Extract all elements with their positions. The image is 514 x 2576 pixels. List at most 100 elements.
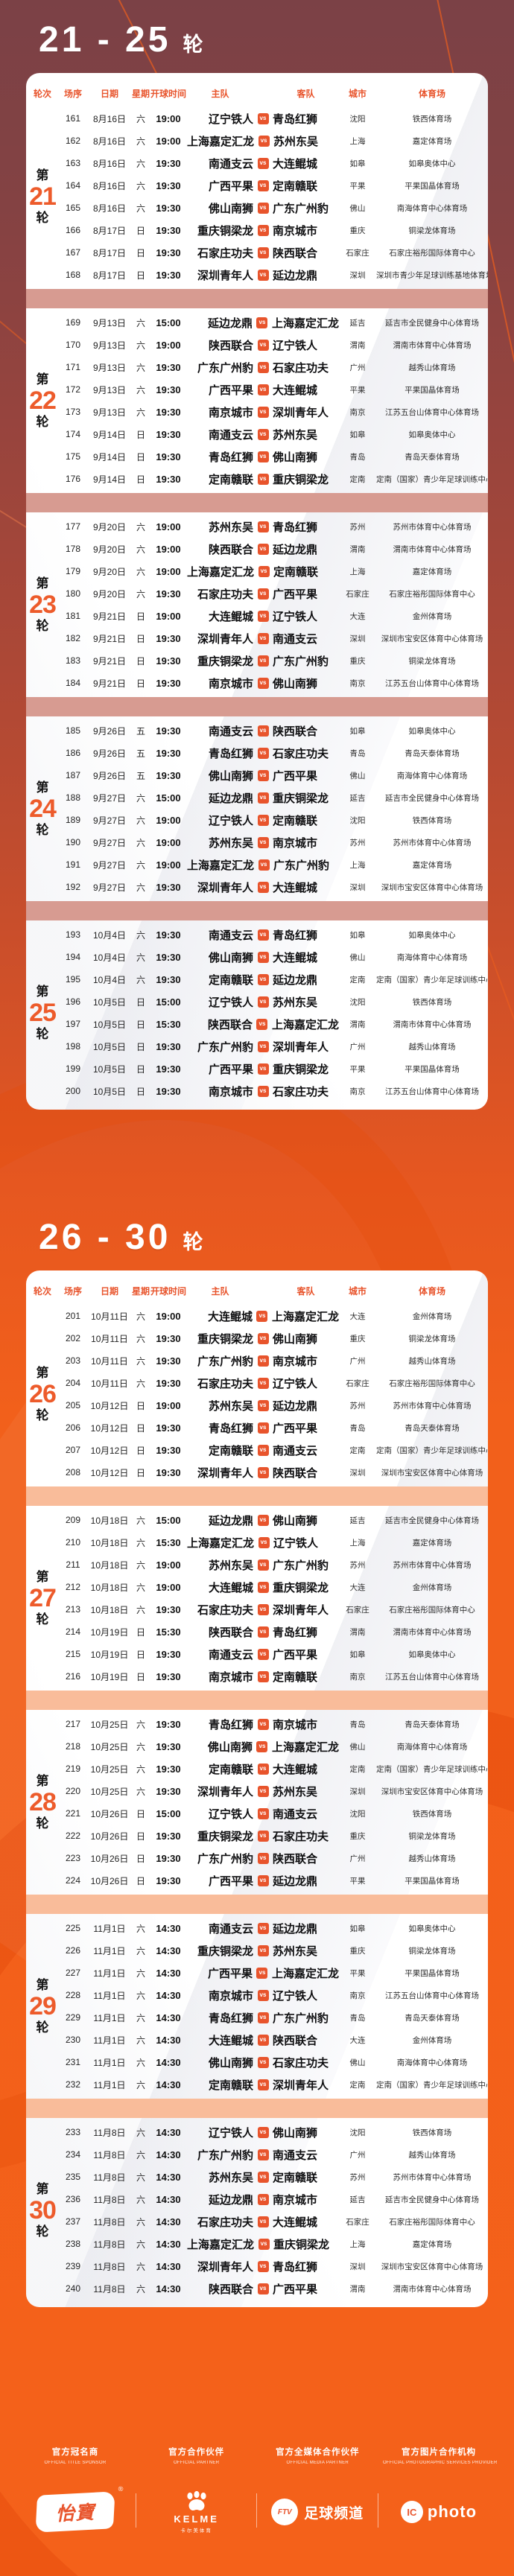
kickoff-time: 19:00 [156, 112, 181, 124]
away-team: 南通支云 [273, 2149, 318, 2162]
vs-cell: vs [253, 1626, 273, 1638]
city: 佛山 [349, 2058, 366, 2067]
match-row: 172 9月13日六 19:30 广西平果 vs 大连鲲城 平果 平果国晶体育场 [59, 378, 488, 401]
vs-cell: vs [253, 2193, 273, 2205]
home-team: 南通支云 [208, 428, 253, 442]
vs-badge: vs [257, 1040, 269, 1052]
kickoff-time: 19:00 [156, 543, 181, 555]
stadium: 南海体育中心体育场 [396, 1742, 468, 1752]
match-row: 165 8月16日六 19:30 佛山南狮 vs 广东广州豹 佛山 南海体育中心体育场 [59, 197, 488, 219]
vs-cell: vs [253, 973, 273, 985]
vs-badge: vs [257, 1377, 269, 1389]
stadium: 嘉定体育场 [412, 136, 452, 146]
match-weekday: 六 [136, 1741, 145, 1752]
away-team: 青岛红狮 [273, 2260, 318, 2274]
round-label: 第 30 轮 [26, 2121, 59, 2300]
city: 沈阳 [349, 1809, 366, 1819]
city: 沈阳 [349, 997, 366, 1007]
match-weekday: 六 [136, 317, 145, 328]
vs-cell: vs [253, 247, 273, 258]
city: 石家庄 [346, 248, 369, 258]
vs-badge: vs [257, 725, 269, 737]
match-weekday: 日 [136, 1063, 145, 1075]
match-date: 11月1日 [93, 2035, 126, 2046]
vs-badge: vs [256, 1967, 268, 1979]
match-weekday: 六 [136, 952, 145, 963]
home-team: 石家庄功夫 [197, 2216, 253, 2229]
away-team: 南通支云 [273, 1807, 318, 1821]
kickoff-time: 14:30 [156, 2171, 181, 2183]
match-row: 233 11月8日六 14:30 辽宁铁人 vs 佛山南狮 沈阳 铁西体育场 [59, 2121, 488, 2143]
city: 深圳 [349, 2262, 366, 2271]
match-weekday: 六 [136, 2261, 145, 2272]
stadium: 如皋奥体中心 [408, 430, 456, 439]
city: 如皋 [349, 1650, 366, 1659]
home-team: 延边龙鼎 [207, 317, 253, 330]
kickoff-time: 19:00 [156, 1581, 181, 1593]
match-row: 191 9月27日六 19:00 上海嘉定汇龙 vs 广东广州豹 上海 嘉定体育场 [59, 853, 488, 876]
round-number: 26 [29, 1380, 57, 1408]
vs-badge: vs [257, 1944, 269, 1956]
round-prefix: 第 [36, 1366, 49, 1380]
home-team: 上海嘉定汇龙 [187, 859, 255, 872]
home-team: 南京城市 [208, 1989, 253, 2003]
round-suffix: 轮 [36, 211, 49, 225]
vs-badge: vs [257, 247, 269, 258]
match-weekday: 六 [136, 566, 145, 577]
round-label: 第 26 轮 [26, 1305, 59, 1483]
match-date: 11月8日 [93, 2261, 126, 2272]
vs-cell: vs [254, 135, 273, 147]
match-row: 188 9月27日六 15:00 延边龙鼎 vs 重庆铜梁龙 延吉 延吉市全民健身中心体育场 [59, 786, 488, 809]
kickoff-time: 19:30 [156, 1040, 181, 1052]
match-row: 216 10月19日日 19:30 南京城市 vs 定南赣联 南京 江苏五台山体育中心体育场 [59, 1665, 488, 1688]
match-number: 199 [65, 1063, 81, 1074]
schedule-sections: 21 - 25 轮轮次 场序 日期 星期 开球时间 主队 客队 城市 体育场第 21 轮 161 8月16… [26, 22, 488, 2307]
match-weekday: 六 [136, 1582, 145, 1593]
vs-badge: vs [257, 881, 269, 893]
away-team: 南通支云 [273, 632, 318, 646]
match-number: 201 [65, 1311, 81, 1321]
vs-cell: vs [253, 1063, 273, 1075]
match-row: 200 10月5日日 19:30 南京城市 vs 石家庄功夫 南京 江苏五台山体育中心体育场 [59, 1080, 488, 1102]
round-block-22: 第 22 轮 169 9月13日六 15:00 延边龙鼎 vs 上海嘉定汇龙 延吉 延吉市全民健身中… [26, 311, 488, 490]
match-weekday: 六 [136, 544, 145, 555]
away-team: 佛山南狮 [273, 1514, 318, 1527]
kickoff-time: 19:00 [156, 565, 181, 577]
kickoff-time: 19:30 [156, 179, 181, 191]
city: 大连 [349, 2035, 366, 2045]
stadium: 嘉定体育场 [412, 1538, 452, 1548]
vs-cell: vs [253, 677, 273, 689]
match-number: 169 [65, 317, 81, 328]
round-block-25: 第 25 轮 193 10月4日六 19:30 南通支云 vs 青岛红狮 如皋 如皋奥体中心 194 1… [26, 923, 488, 1102]
stadium: 南海体育中心体育场 [396, 2058, 468, 2067]
match-weekday: 六 [136, 340, 145, 351]
kickoff-time: 14:30 [156, 2056, 181, 2068]
match-date: 11月8日 [93, 2216, 126, 2227]
match-date: 10月19日 [90, 1626, 129, 1638]
match-date: 9月27日 [92, 837, 127, 848]
match-weekday: 日 [136, 1831, 145, 1842]
match-weekday: 日 [136, 474, 145, 485]
match-row: 171 9月13日六 19:30 广东广州豹 vs 石家庄功夫 广州 越秀山体育场 [59, 356, 488, 378]
vs-badge: vs [257, 1399, 269, 1411]
round-number: 23 [29, 591, 57, 619]
city: 深圳 [349, 1787, 366, 1796]
match-number: 206 [65, 1422, 81, 1433]
away-team: 南京城市 [273, 1718, 318, 1731]
match-date: 11月1日 [93, 2012, 126, 2023]
round-suffix: 轮 [36, 823, 49, 837]
registered-mark-icon: ® [118, 2484, 124, 2493]
match-date: 8月16日 [92, 158, 127, 169]
city: 苏州 [349, 838, 366, 847]
vs-cell: vs [253, 1874, 273, 1886]
round-separator-band [26, 1486, 488, 1506]
away-team: 石家庄功夫 [273, 1830, 329, 1843]
vs-badge: vs [257, 428, 269, 440]
match-date: 10月11日 [91, 1333, 128, 1344]
column-header: 场序 [63, 88, 82, 99]
away-team: 定南赣联 [273, 565, 319, 579]
vs-badge: vs [257, 1559, 269, 1571]
city: 苏州 [349, 1560, 366, 1570]
match-date: 11月1日 [93, 2079, 126, 2090]
match-number: 190 [65, 837, 81, 847]
